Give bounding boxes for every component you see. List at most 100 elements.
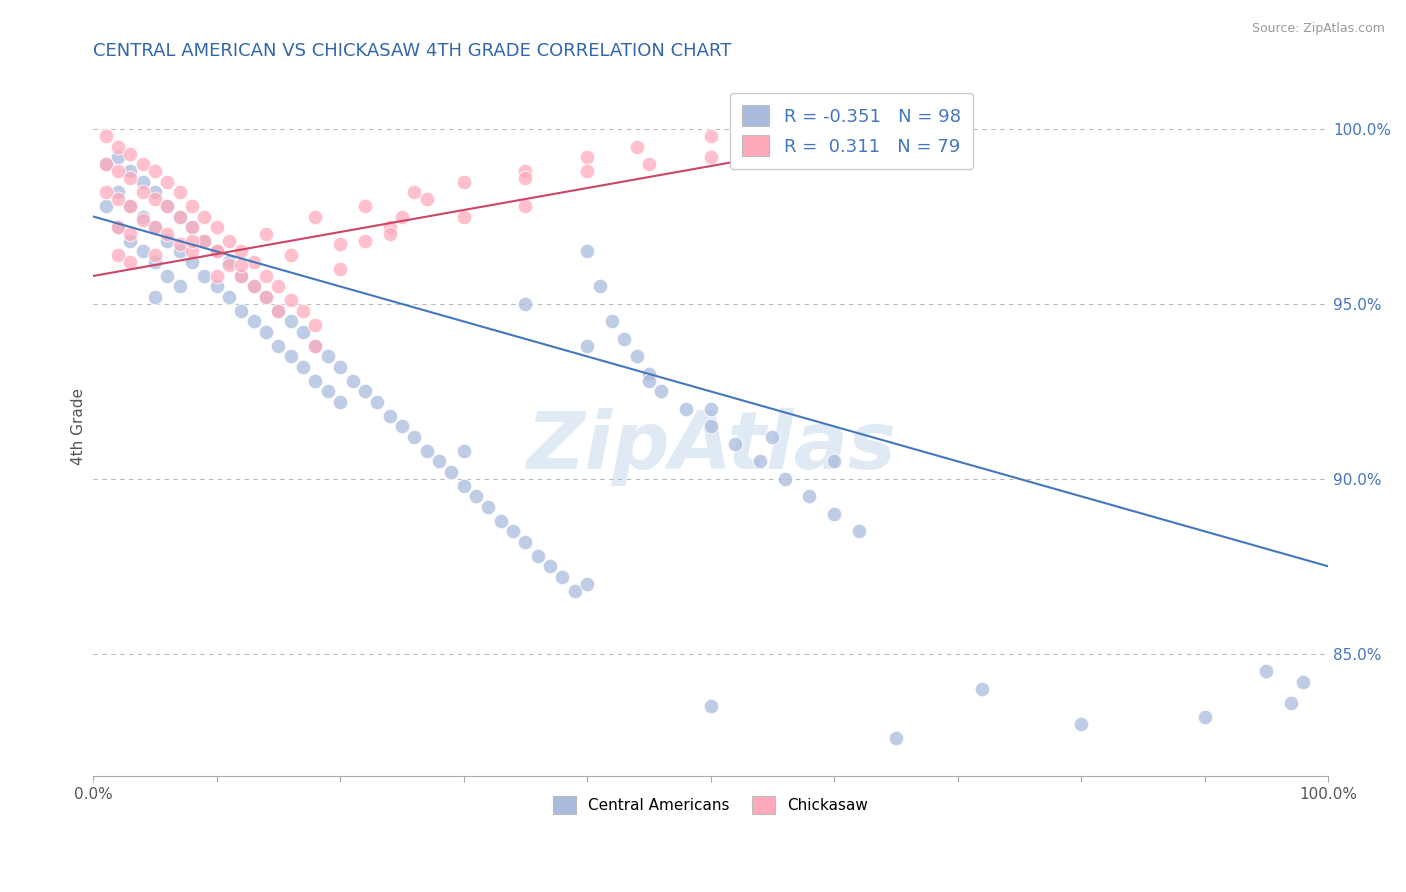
- Point: [453, 210, 475, 224]
- Point: [576, 150, 599, 164]
- Point: [107, 139, 129, 153]
- Point: [107, 192, 129, 206]
- Point: [761, 430, 783, 444]
- Point: [526, 549, 548, 563]
- Point: [120, 234, 142, 248]
- Point: [354, 384, 377, 399]
- Point: [169, 279, 191, 293]
- Point: [366, 395, 388, 409]
- Point: [181, 255, 204, 269]
- Point: [329, 237, 352, 252]
- Point: [169, 237, 191, 252]
- Point: [267, 304, 290, 318]
- Point: [267, 279, 290, 293]
- Point: [576, 164, 599, 178]
- Point: [638, 367, 661, 381]
- Point: [205, 244, 228, 259]
- Point: [749, 454, 772, 468]
- Point: [538, 559, 561, 574]
- Point: [391, 210, 413, 224]
- Legend: Central Americans, Chickasaw: Central Americans, Chickasaw: [543, 786, 879, 824]
- Point: [156, 234, 179, 248]
- Point: [143, 219, 166, 234]
- Point: [218, 290, 240, 304]
- Point: [316, 350, 339, 364]
- Point: [254, 290, 277, 304]
- Point: [231, 268, 253, 283]
- Point: [107, 219, 129, 234]
- Point: [699, 699, 721, 714]
- Point: [169, 185, 191, 199]
- Point: [304, 210, 326, 224]
- Point: [329, 359, 352, 374]
- Point: [120, 171, 142, 186]
- Point: [131, 157, 153, 171]
- Point: [329, 262, 352, 277]
- Point: [242, 279, 264, 293]
- Point: [453, 175, 475, 189]
- Point: [823, 454, 845, 468]
- Point: [181, 234, 204, 248]
- Point: [638, 157, 661, 171]
- Point: [404, 185, 426, 199]
- Point: [564, 583, 586, 598]
- Point: [231, 259, 253, 273]
- Point: [280, 350, 302, 364]
- Point: [120, 164, 142, 178]
- Point: [143, 185, 166, 199]
- Point: [193, 210, 215, 224]
- Point: [156, 268, 179, 283]
- Point: [205, 244, 228, 259]
- Point: [489, 514, 512, 528]
- Point: [329, 395, 352, 409]
- Point: [205, 279, 228, 293]
- Point: [515, 164, 537, 178]
- Point: [131, 210, 153, 224]
- Point: [120, 227, 142, 241]
- Point: [378, 219, 401, 234]
- Point: [231, 304, 253, 318]
- Point: [205, 244, 228, 259]
- Point: [884, 731, 907, 745]
- Point: [502, 524, 524, 539]
- Point: [94, 185, 117, 199]
- Point: [724, 437, 747, 451]
- Point: [600, 314, 623, 328]
- Point: [1292, 674, 1315, 689]
- Point: [1194, 709, 1216, 723]
- Point: [107, 219, 129, 234]
- Point: [773, 472, 796, 486]
- Point: [576, 339, 599, 353]
- Point: [242, 279, 264, 293]
- Point: [699, 129, 721, 144]
- Point: [181, 199, 204, 213]
- Point: [156, 175, 179, 189]
- Point: [193, 234, 215, 248]
- Point: [143, 219, 166, 234]
- Point: [254, 290, 277, 304]
- Point: [131, 175, 153, 189]
- Point: [823, 136, 845, 150]
- Point: [143, 290, 166, 304]
- Point: [231, 268, 253, 283]
- Point: [626, 350, 648, 364]
- Point: [588, 279, 610, 293]
- Point: [156, 227, 179, 241]
- Text: Source: ZipAtlas.com: Source: ZipAtlas.com: [1251, 22, 1385, 36]
- Point: [156, 199, 179, 213]
- Point: [94, 157, 117, 171]
- Point: [181, 219, 204, 234]
- Point: [415, 443, 437, 458]
- Point: [1070, 716, 1092, 731]
- Y-axis label: 4th Grade: 4th Grade: [72, 388, 86, 465]
- Point: [131, 213, 153, 227]
- Point: [107, 185, 129, 199]
- Point: [131, 244, 153, 259]
- Point: [354, 234, 377, 248]
- Point: [254, 227, 277, 241]
- Point: [280, 293, 302, 308]
- Point: [391, 419, 413, 434]
- Point: [613, 332, 636, 346]
- Point: [946, 122, 969, 136]
- Point: [143, 255, 166, 269]
